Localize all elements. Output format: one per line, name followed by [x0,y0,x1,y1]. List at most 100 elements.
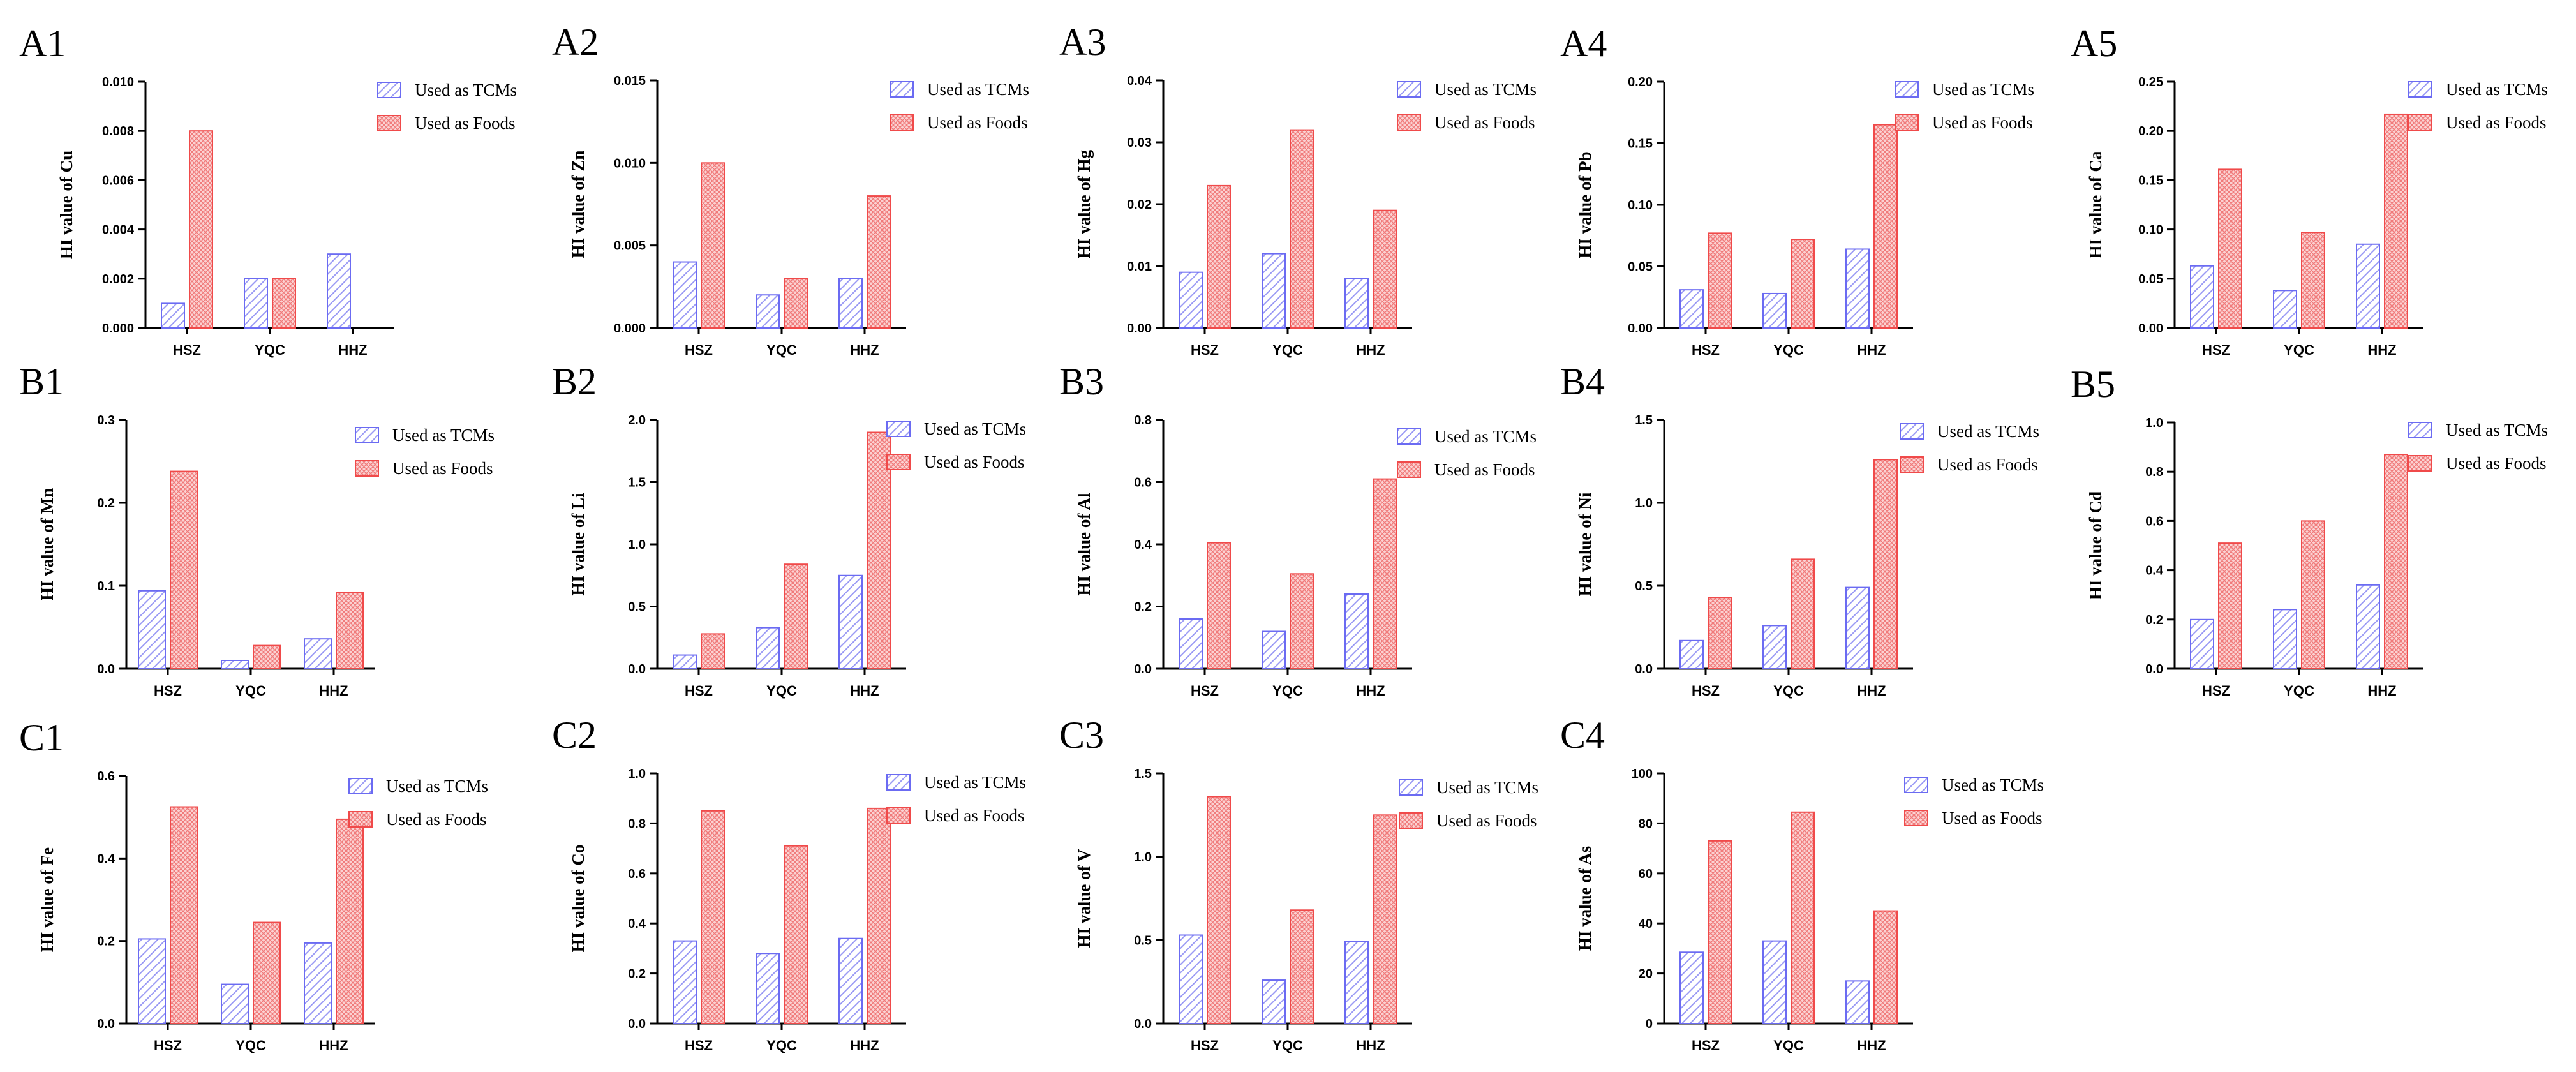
panel-label-c4: C4 [1560,714,1605,756]
bar-a2-used-as-tcms-hsz [673,261,697,329]
x-tick-label-yqc: YQC [255,342,285,358]
bar-a2-used-as-foods-hhz [867,195,891,329]
bar-a5-used-as-tcms-hhz [2356,243,2380,329]
legend-swatch-used-as-foods [2408,114,2432,131]
legend-label-used-as-tcms: Used as TCMs [924,419,1026,438]
x-tick-label-hhz: HHZ [1857,683,1886,699]
bar-b1-used-as-foods-yqc [253,644,281,669]
y-tick-label: 80 [1639,817,1653,831]
bar-a5-used-as-tcms-yqc [2273,290,2297,329]
y-tick-label: 0.0 [628,1017,646,1031]
y-tick-label: 0.004 [102,223,135,237]
y-tick-label: 1.0 [628,538,646,552]
legend-swatch-used-as-foods [1900,456,1924,473]
x-tick-label-hsz: HSZ [1191,1038,1219,1053]
x-tick-label-hsz: HSZ [154,1038,182,1053]
bar-b1-used-as-foods-hsz [170,470,198,669]
x-tick-label-hhz: HHZ [338,342,367,358]
bar-a2-used-as-foods-hsz [701,162,725,329]
y-axis-title-c1: HI value of Fe [38,847,57,952]
bar-a3-used-as-tcms-hsz [1179,271,1203,329]
x-tick-label-hhz: HHZ [319,683,348,699]
legend-swatch-used-as-tcms [377,82,401,98]
legend-swatch-used-as-tcms [355,427,379,443]
bar-c2-used-as-tcms-yqc [756,953,780,1024]
x-tick-label-hsz: HSZ [685,1038,713,1053]
legend-label-used-as-foods: Used as Foods [392,459,493,478]
bar-c3-used-as-foods-hhz [1373,814,1397,1025]
bar-c4-used-as-tcms-yqc [1762,940,1787,1025]
bar-c4-used-as-foods-hhz [1873,910,1898,1024]
legend-label-used-as-tcms: Used as TCMs [2446,421,2548,440]
legend-swatch-used-as-foods [890,114,914,131]
bar-a1-used-as-tcms-yqc [244,278,268,329]
bar-b5-used-as-foods-hsz [2218,542,2242,670]
x-tick-label-hhz: HHZ [850,342,879,358]
y-axis-title-a5: HI value of Ca [2086,151,2105,258]
bar-b3-used-as-tcms-yqc [1262,630,1286,669]
y-tick-label: 0.000 [614,322,646,336]
y-tick-label: 0.1 [97,579,115,593]
panel-label-a2: A2 [552,21,599,63]
y-axis-title-a4: HI value of Pb [1575,151,1595,258]
legend-swatch-used-as-foods [377,115,401,131]
chart-panel-c1: C1 0.0 0.2 0.4 0.6 HI value of Fe HSZ YQC HHZ Use… [19,717,488,1053]
y-tick-label: 0.03 [1127,136,1152,150]
bar-a4-used-as-foods-yqc [1791,239,1815,329]
bar-b2-used-as-tcms-hhz [838,574,863,669]
legend-swatch-used-as-tcms [886,774,911,791]
y-tick-label: 0.05 [1628,260,1653,274]
y-tick-label: 0.0 [628,662,646,676]
bar-a1-used-as-tcms-hsz [161,302,185,329]
y-tick-label: 0.00 [1628,322,1653,336]
y-tick-label: 1.0 [1134,851,1152,865]
y-tick-label: 0.4 [97,852,115,866]
bar-c2-used-as-foods-hsz [701,810,725,1025]
y-tick-label: 0.20 [2138,124,2163,138]
chart-panel-a4: A4 0.00 0.05 0.10 0.15 0.20 HI value of Pb HSZ Y… [1560,22,2034,358]
y-tick-label: 0.00 [2138,322,2163,336]
legend-label-used-as-tcms: Used as TCMs [386,777,488,796]
x-tick-label-yqc: YQC [766,683,797,699]
y-tick-label: 0.8 [2145,465,2163,479]
y-axis-title-b3: HI value of Al [1075,493,1094,596]
legend-label-used-as-foods: Used as Foods [1434,460,1535,479]
y-tick-label: 60 [1639,867,1653,881]
x-tick-label-hhz: HHZ [319,1038,348,1053]
bar-b5-used-as-tcms-yqc [2273,609,2297,669]
bar-b1-used-as-tcms-hhz [304,638,332,670]
legend-swatch-used-as-tcms [1397,428,1421,445]
y-tick-label: 0.4 [2145,564,2164,578]
y-tick-label: 0.2 [1134,600,1152,614]
legend-swatch-used-as-tcms [2408,81,2432,98]
legend-swatch-used-as-tcms [1895,81,1919,98]
y-tick-label: 0.00 [1127,322,1152,336]
x-tick-label-hsz: HSZ [154,683,182,699]
chart-panel-c4: C4 0 20 40 60 80 100 HI value of As HSZ YQC HHZ Use… [1560,714,2044,1053]
legend-swatch-used-as-foods [2408,455,2432,472]
legend-swatch-used-as-tcms [348,778,373,794]
chart-panel-b2: B2 0.0 0.5 1.0 1.5 2.0 HI value of Li HSZ YQC HHZ… [552,361,1026,699]
bar-c4-used-as-foods-yqc [1791,811,1815,1024]
bar-c3-used-as-foods-yqc [1290,909,1314,1024]
chart-panel-b1: B1 0.0 0.1 0.2 0.3 HI value of Mn HSZ YQC HHZ Use… [19,361,495,699]
legend-label-used-as-foods: Used as Foods [415,114,516,133]
legend-label-used-as-tcms: Used as TCMs [1434,80,1537,99]
bar-a4-used-as-foods-hhz [1873,124,1898,329]
legend-label-used-as-tcms: Used as TCMs [2446,80,2548,99]
bar-a3-used-as-foods-hhz [1373,209,1397,329]
x-tick-label-hhz: HHZ [2367,342,2396,358]
bar-b2-used-as-foods-hhz [867,431,891,669]
bar-c3-used-as-foods-hsz [1207,796,1231,1024]
bar-a1-used-as-foods-yqc [272,278,296,329]
x-tick-label-yqc: YQC [1272,683,1303,699]
y-tick-label: 0.15 [2138,174,2163,188]
y-tick-label: 0.002 [102,272,134,287]
legend-label-used-as-foods: Used as Foods [927,113,1028,132]
legend-swatch-used-as-tcms [886,421,911,437]
bar-b3-used-as-foods-hsz [1207,542,1231,669]
y-tick-label: 0.10 [1628,198,1653,212]
bar-a3-used-as-tcms-hhz [1344,278,1369,329]
chart-panel-c3: C3 0.0 0.5 1.0 1.5 HI value of V HSZ YQC HHZ Used… [1059,714,1538,1053]
panel-label-c2: C2 [552,714,597,756]
